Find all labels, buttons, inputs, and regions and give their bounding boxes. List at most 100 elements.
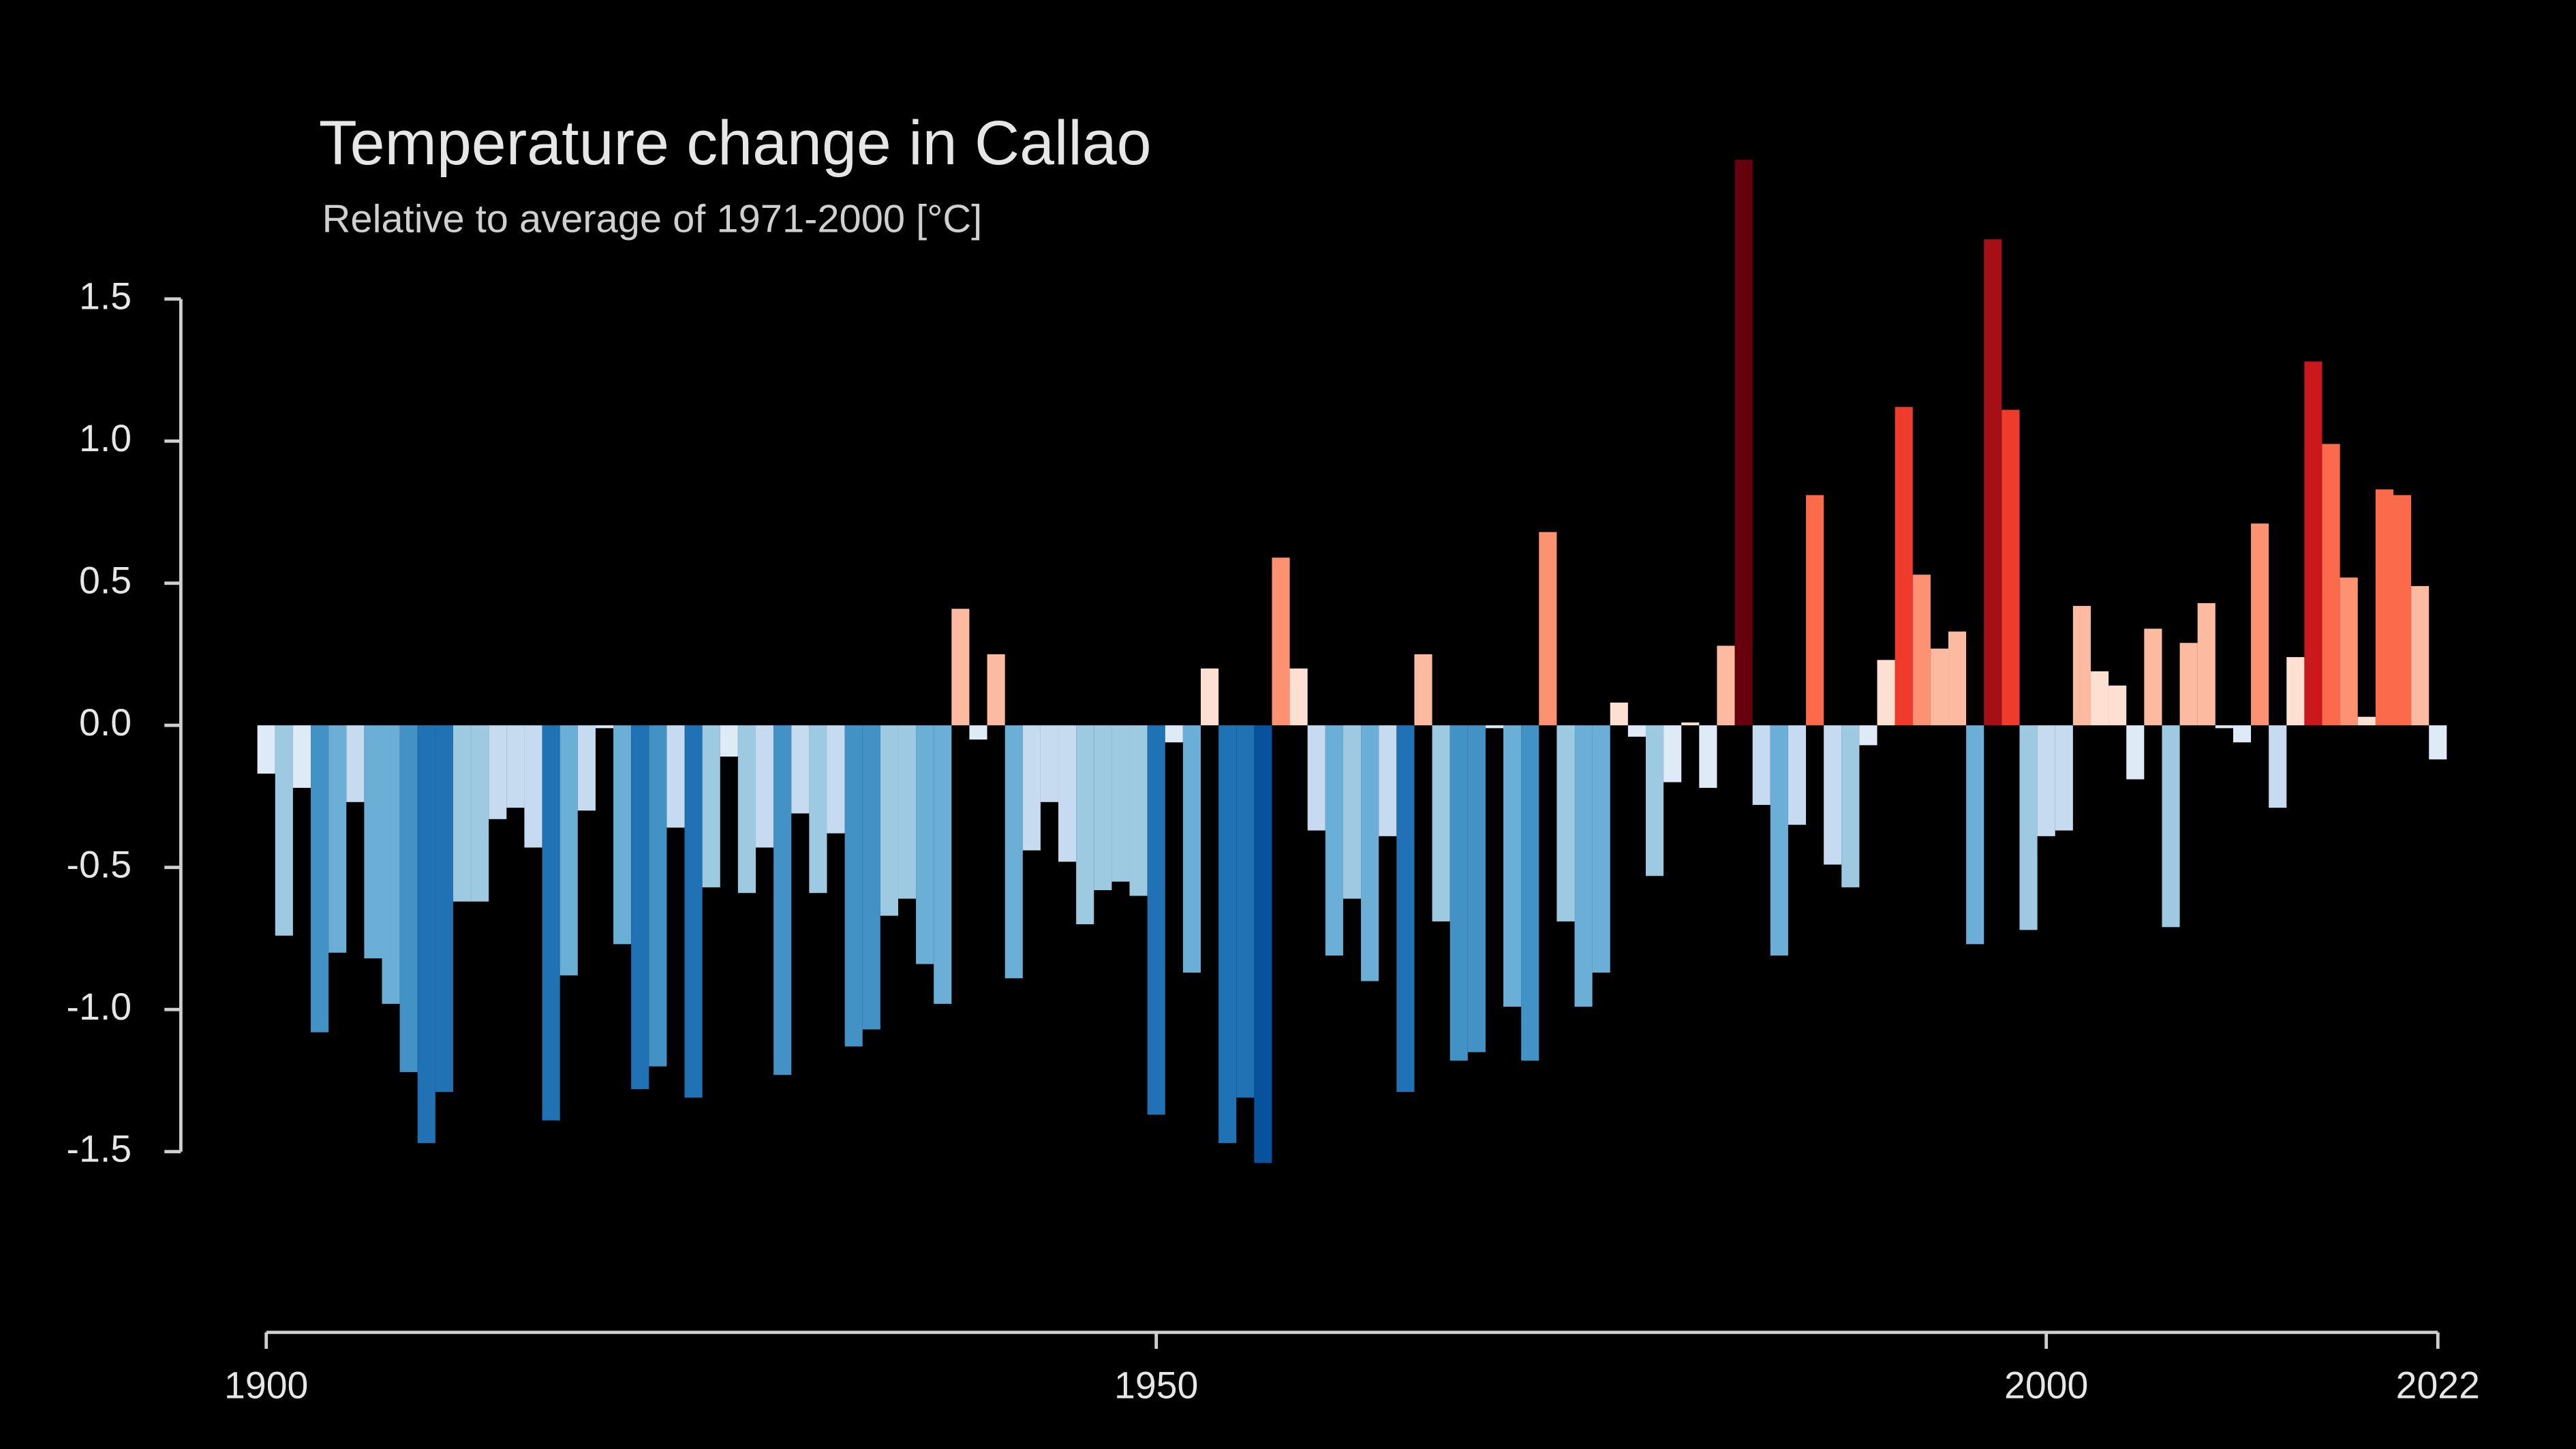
bar [898, 725, 917, 899]
bar [649, 725, 667, 1067]
bar [1627, 725, 1646, 737]
bar [737, 725, 756, 894]
bar [1485, 725, 1504, 729]
bar [702, 725, 720, 887]
bar [2393, 495, 2412, 726]
bar [311, 725, 329, 1033]
bar [2090, 671, 2109, 726]
bar [1414, 654, 1432, 726]
bar [1645, 725, 1664, 876]
bar [364, 725, 382, 959]
bar [2411, 585, 2429, 726]
bar [2019, 725, 2038, 930]
y-tick-label: 1.0 [79, 417, 132, 459]
bar [1984, 239, 2002, 726]
bar [1770, 725, 1788, 956]
bar [328, 725, 347, 953]
y-tick-label: 0.5 [79, 559, 132, 601]
bar [275, 725, 293, 936]
bar [1005, 725, 1023, 979]
bar [1539, 532, 1557, 726]
bar [1717, 645, 1735, 726]
bar [2269, 725, 2287, 808]
bar [631, 725, 649, 1089]
bar [2215, 725, 2233, 729]
bar [1040, 725, 1059, 802]
bar [453, 725, 472, 902]
bar [577, 725, 596, 811]
bar [987, 654, 1005, 726]
bar [489, 725, 507, 819]
bar [346, 725, 365, 802]
bar [1877, 660, 1895, 726]
bar [559, 725, 578, 976]
bar [1681, 722, 1700, 726]
bar [1788, 725, 1807, 825]
bar [773, 725, 792, 1076]
bar [1058, 725, 1077, 862]
bar [2072, 606, 2091, 726]
y-tick-label: -1.5 [67, 1127, 132, 1170]
bar [916, 725, 934, 964]
bar [1218, 725, 1237, 1144]
y-tick-label: 0.0 [79, 701, 132, 744]
bar [791, 725, 810, 814]
bar [2233, 725, 2252, 743]
bar [2429, 725, 2447, 760]
bar [1806, 495, 1824, 726]
bar [1111, 725, 1130, 882]
bar [2144, 628, 2162, 726]
bar [862, 725, 880, 1030]
bar [1592, 725, 1610, 973]
bar [1165, 725, 1183, 743]
bar [1254, 725, 1272, 1163]
bar [1450, 725, 1468, 1061]
bar [2197, 603, 2215, 726]
bar [1663, 725, 1682, 782]
bar [1325, 725, 1343, 956]
bar [1895, 407, 1913, 726]
bar [827, 725, 845, 834]
x-tick-label: 2000 [2004, 1364, 2088, 1406]
bar [1343, 725, 1362, 899]
bar [1912, 575, 1931, 726]
bar [524, 725, 542, 848]
bar [1521, 725, 1539, 1061]
bar [666, 725, 685, 828]
bar [1182, 725, 1201, 973]
bar [1557, 725, 1575, 921]
bar [1699, 725, 1717, 788]
bar [2251, 523, 2269, 726]
bar [2375, 489, 2394, 726]
bar [2002, 410, 2020, 726]
bar [684, 725, 703, 1098]
bar [1200, 668, 1219, 726]
chart-title: Temperature change in Callao [319, 108, 1152, 178]
y-tick-label: -0.5 [67, 843, 132, 885]
bar [1094, 725, 1112, 891]
bar [1610, 702, 1628, 726]
bar [1966, 725, 1984, 945]
bar [2322, 444, 2340, 726]
bar [1930, 648, 1949, 726]
bar [1129, 725, 1148, 896]
bar [613, 725, 632, 945]
bar [1824, 725, 1842, 865]
bar [2126, 725, 2145, 780]
bar [1289, 668, 1308, 726]
bar [844, 725, 863, 1047]
bar [951, 609, 970, 726]
bar [1574, 725, 1593, 1007]
bar [1396, 725, 1415, 1093]
bar [1841, 725, 1860, 887]
bar [2109, 685, 2127, 726]
x-tick-label: 1950 [1114, 1364, 1198, 1406]
bar [1948, 631, 1967, 726]
bar [2304, 361, 2322, 726]
bar [2179, 643, 2198, 726]
bar [934, 725, 952, 1004]
bar [1379, 725, 1397, 836]
bar [1734, 159, 1753, 726]
bar [435, 725, 453, 1093]
